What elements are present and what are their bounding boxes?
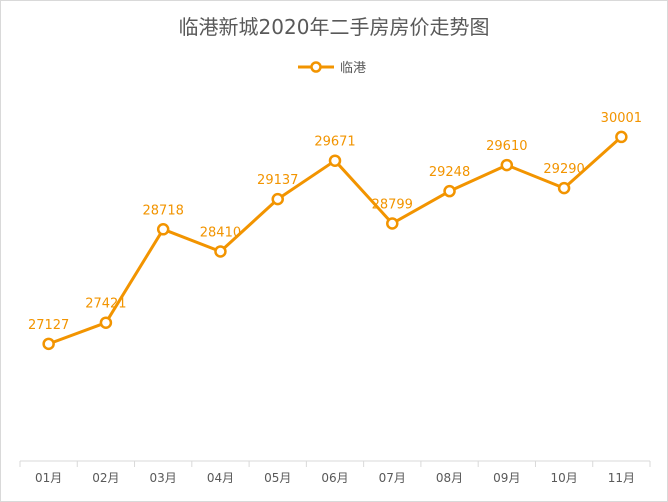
data-label: 28410 (200, 225, 241, 240)
data-point (214, 245, 227, 258)
data-point (557, 181, 571, 195)
data-label: 27127 (28, 318, 69, 333)
data-label: 29290 (543, 162, 584, 177)
data-point (99, 316, 113, 329)
x-tick-label: 10月 (550, 471, 577, 485)
x-tick-label: 11月 (608, 471, 635, 485)
data-label: 30001 (601, 111, 642, 126)
data-point (615, 130, 628, 144)
data-label: 28799 (372, 197, 413, 212)
x-tick-label: 04月 (207, 471, 234, 485)
x-tick-label: 02月 (92, 471, 119, 485)
data-point (328, 154, 342, 167)
x-tick-label: 03月 (150, 471, 177, 485)
series-line (48, 135, 623, 346)
legend: 临港 (298, 61, 366, 76)
data-point (500, 158, 514, 172)
legend-label: 临港 (340, 61, 366, 76)
legend-marker (310, 61, 322, 73)
x-tick-label: 09月 (493, 471, 520, 485)
data-label: 29610 (486, 139, 527, 154)
data-label: 27421 (85, 297, 126, 312)
data-label: 28718 (143, 203, 184, 218)
x-tick-label: 06月 (321, 471, 348, 485)
data-point (386, 217, 399, 230)
x-tick-label: 07月 (379, 471, 406, 485)
data-point (42, 337, 55, 351)
data-point (443, 184, 456, 198)
x-tick-label: 05月 (264, 471, 291, 485)
data-label: 29671 (314, 135, 355, 150)
data-label: 29137 (257, 173, 298, 188)
x-tick-label: 08月 (436, 471, 463, 485)
x-tick-label: 01月 (35, 471, 62, 485)
data-label: 29248 (429, 165, 470, 180)
data-point (156, 223, 170, 236)
chart-title: 临港新城2020年二手房房价走势图 (179, 15, 490, 39)
data-point (271, 192, 284, 206)
